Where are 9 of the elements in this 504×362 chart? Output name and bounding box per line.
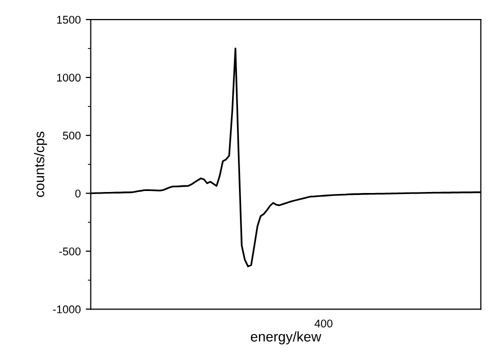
- y-tick-label: -1000: [53, 305, 81, 314]
- y-tick-label: 500: [62, 132, 81, 140]
- x-axis-title: energy/kew: [250, 331, 322, 344]
- text: 400: [314, 320, 332, 328]
- y-tick-label: -500: [59, 247, 81, 256]
- y-tick-label: 1500: [57, 16, 81, 24]
- y-tick-label: 1000: [57, 74, 81, 82]
- y-tick-label: 0: [75, 190, 81, 198]
- y-axis-title: counts/cps: [34, 132, 48, 197]
